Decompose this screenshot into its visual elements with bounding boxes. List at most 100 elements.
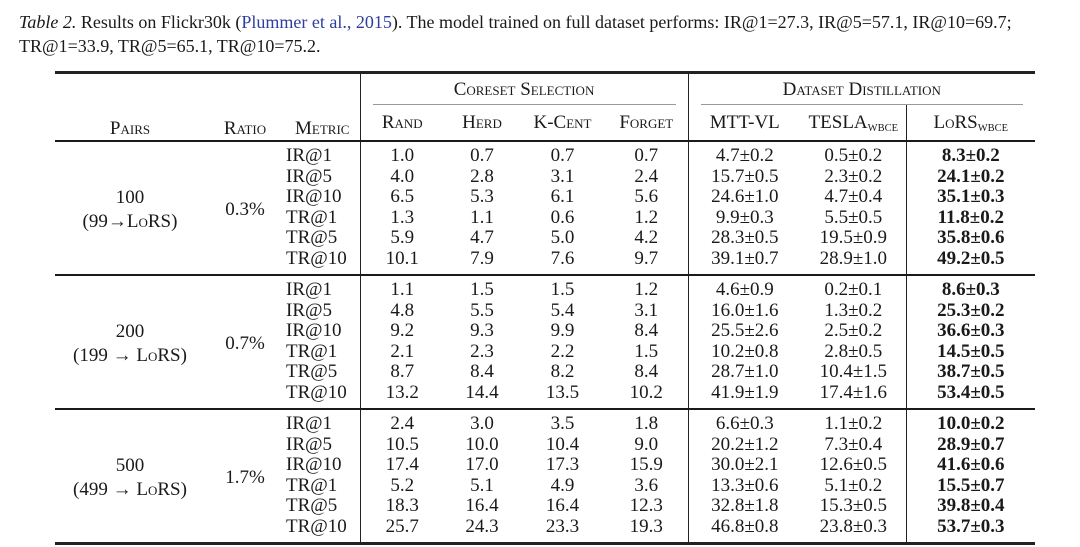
- caption-text-before-cite: Results on Flickr30k (: [76, 12, 242, 32]
- table-row: IR@5 4.8 5.5 5.4 3.1 16.0±1.6 1.3±0.2 25…: [55, 299, 1036, 321]
- kcent-value: 2.2: [550, 340, 575, 362]
- metric-cell: TR@1: [286, 206, 338, 228]
- table-row: TR@10 10.1 7.9 7.6 9.7 39.1±0.7 28.9±1.0…: [55, 248, 1036, 275]
- tesla-value: 2.3±0.2: [824, 165, 883, 187]
- herd-value: 0.7: [470, 145, 494, 166]
- lors-value: 10.0±0.2: [905, 409, 1036, 435]
- lors-value: 11.8±0.2: [905, 207, 1036, 228]
- pairs-count: 200: [115, 321, 145, 342]
- metric-cell: TR@1: [286, 340, 338, 362]
- kcent-value: 4.9: [550, 474, 575, 496]
- tesla-value: 17.4±1.6: [819, 381, 887, 403]
- metric-cell: IR@1: [286, 145, 332, 166]
- block-200-pairs: 200 (199 → LoRS) 0.7% IR@1 1.1 1.5 1.5 1…: [55, 275, 1036, 409]
- group-header-coreset-selection: Coreset Selection: [359, 74, 689, 105]
- kcent-value: 17.3: [545, 454, 580, 475]
- rand-value: 13.2: [359, 382, 444, 409]
- ratio-cell: 0.3%: [225, 198, 265, 220]
- forget-value: 1.8: [634, 413, 659, 434]
- forget-value: 2.4: [634, 165, 659, 187]
- kcent-value: 0.6: [550, 206, 575, 228]
- herd-value: 14.4: [465, 381, 499, 403]
- rand-value: 6.5: [359, 186, 444, 208]
- metric-cell: TR@10: [286, 381, 347, 403]
- pairs-note: (499 → LoRS): [73, 479, 187, 500]
- forget-value: 8.4: [634, 320, 659, 341]
- forget-value: 4.2: [634, 227, 659, 248]
- forget-value: 1.5: [634, 340, 659, 362]
- metric-cell: IR@10: [286, 454, 342, 475]
- col-header-tesla-name: TESLA: [808, 111, 868, 133]
- forget-value: 9.0: [634, 433, 659, 455]
- lors-value: 38.7±0.5: [905, 361, 1036, 383]
- lors-value: 28.9±0.7: [905, 434, 1036, 455]
- herd-value: 5.3: [470, 186, 494, 207]
- herd-value: 16.4: [465, 495, 499, 516]
- lors-value: 15.5±0.7: [905, 475, 1036, 496]
- results-table: Pairs Ratio Metric Coreset Selection Dat…: [55, 74, 1036, 542]
- mtt-vl-value: 4.6±0.9: [687, 275, 802, 301]
- table-row: TR@10 25.7 24.3 23.3 19.3 46.8±0.8 23.8±…: [55, 515, 1036, 542]
- citation-link[interactable]: Plummer et al., 2015: [241, 12, 392, 32]
- mtt-vl-value: 13.3±0.6: [687, 475, 802, 496]
- table-row: IR@5 4.0 2.8 3.1 2.4 15.7±0.5 2.3±0.2 24…: [55, 165, 1036, 187]
- metric-cell: IR@5: [286, 433, 332, 455]
- rand-value: 17.4: [359, 454, 444, 476]
- tesla-value: 2.8±0.5: [824, 340, 883, 362]
- table-row: 100 (99→LoRS) 0.3% IR@1 1.0 0.7 0.7 0.7 …: [55, 141, 1036, 232]
- mtt-vl-value: 32.8±1.8: [687, 495, 802, 517]
- kcent-value: 5.0: [550, 227, 575, 248]
- col-header-lors: LoRSwBCE: [905, 105, 1036, 141]
- table-row: TR@5 18.3 16.4 16.4 12.3 32.8±1.8 15.3±0…: [55, 495, 1036, 517]
- pairs-note: (199 → LoRS): [73, 345, 187, 366]
- rand-value: 5.9: [359, 227, 444, 249]
- lors-value: 35.1±0.3: [905, 186, 1036, 208]
- col-header-rand: Rand: [359, 105, 444, 141]
- forget-value: 12.3: [629, 495, 663, 516]
- table-row: TR@1 1.3 1.1 0.6 1.2 9.9±0.3 5.5±0.5 11.…: [55, 206, 1036, 228]
- lors-value: 14.5±0.5: [905, 341, 1036, 362]
- table-row: TR@5 5.9 4.7 5.0 4.2 28.3±0.5 19.5±0.9 3…: [55, 227, 1036, 249]
- herd-value: 9.3: [470, 320, 494, 341]
- lors-value: 35.8±0.6: [905, 227, 1036, 249]
- ratio-cell: 1.7%: [225, 466, 265, 488]
- lors-value: 8.6±0.3: [905, 275, 1036, 301]
- tesla-value: 5.1±0.2: [824, 474, 883, 496]
- mtt-vl-value: 20.2±1.2: [687, 434, 802, 455]
- mtt-vl-value: 24.6±1.0: [687, 186, 802, 208]
- lors-value: 53.4±0.5: [905, 382, 1036, 409]
- rand-value: 2.1: [359, 341, 444, 362]
- pairs-cell: 500 (499 → LoRS): [55, 409, 205, 542]
- tesla-value: 7.3±0.4: [824, 433, 883, 455]
- table-bottom-rule: [55, 542, 1035, 545]
- metric-cell: IR@1: [286, 413, 332, 434]
- metric-cell: IR@5: [286, 299, 332, 321]
- kcent-value: 6.1: [550, 186, 575, 207]
- mtt-vl-value: 41.9±1.9: [687, 382, 802, 409]
- kcent-value: 3.1: [550, 165, 575, 187]
- forget-value: 15.9: [629, 454, 663, 475]
- metric-cell: IR@10: [286, 186, 342, 207]
- herd-value: 1.5: [470, 279, 494, 300]
- metric-cell: IR@1: [286, 279, 332, 300]
- rand-value: 10.1: [359, 248, 444, 275]
- table-top-rule: [55, 71, 1035, 74]
- rand-value: 4.8: [359, 300, 444, 321]
- col-header-herd: Herd: [462, 111, 502, 133]
- caption-line1: Table 2. Results on Flickr30k (Plummer e…: [19, 10, 1077, 34]
- group-header-row: Pairs Ratio Metric Coreset Selection Dat…: [55, 74, 1036, 139]
- forget-value: 19.3: [629, 515, 663, 537]
- rand-value: 8.7: [359, 361, 444, 383]
- caption-line2: TR@1=33.9, TR@5=65.1, TR@10=75.2.: [19, 36, 321, 56]
- mtt-vl-value: 30.0±2.1: [687, 454, 802, 476]
- table-row: TR@1 5.2 5.1 4.9 3.6 13.3±0.6 5.1±0.2 15…: [55, 474, 1036, 496]
- table-row: TR@5 8.7 8.4 8.2 8.4 28.7±1.0 10.4±1.5 3…: [55, 361, 1036, 383]
- mtt-vl-value: 28.3±0.5: [687, 227, 802, 249]
- lors-value: 8.3±0.2: [905, 141, 1036, 167]
- herd-value: 1.1: [470, 206, 494, 228]
- metric-cell: TR@10: [286, 515, 347, 537]
- col-header-pairs: Pairs: [109, 118, 151, 139]
- col-header-tesla-subscript: wBCE: [867, 122, 898, 134]
- table-row: TR@10 13.2 14.4 13.5 10.2 41.9±1.9 17.4±…: [55, 381, 1036, 409]
- block-500-pairs: 500 (499 → LoRS) 1.7% IR@1 2.4 3.0 3.5 1…: [55, 409, 1036, 542]
